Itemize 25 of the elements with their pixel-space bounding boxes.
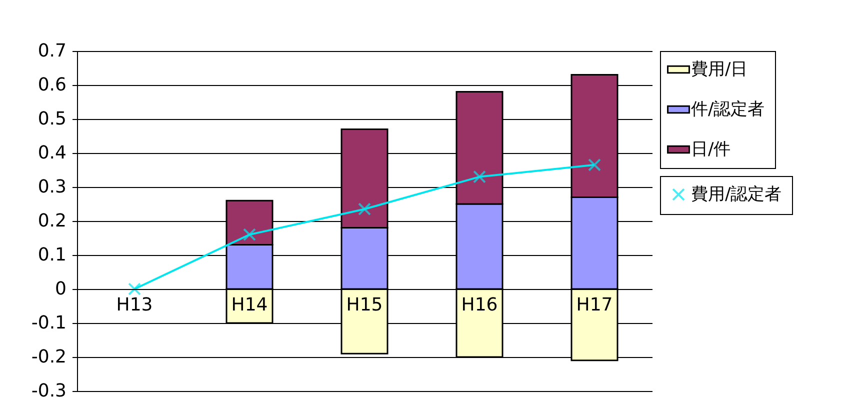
y-tick-label: 0.4 (38, 142, 66, 164)
x-tick-label: H14 (231, 294, 268, 316)
y-tick-label: 0.7 (38, 40, 66, 62)
x-tick-label: H16 (461, 294, 498, 316)
legend-label: 費用/日 (691, 60, 748, 80)
point (588, 158, 601, 172)
x-tick-label: H13 (116, 294, 153, 316)
y-tick-label: 0.3 (38, 176, 66, 198)
y-tick-label: -0.3 (31, 380, 66, 402)
point (358, 202, 371, 216)
y-tick-label: 0.5 (38, 108, 66, 130)
legend-label: 日/件 (691, 140, 731, 160)
y-tick-label: 0.1 (38, 244, 66, 266)
y-tick-label: -0.2 (31, 346, 66, 368)
y-tick-label: 0.6 (38, 74, 66, 96)
x-tick-label: H15 (346, 294, 383, 316)
y-tick-label: 0 (55, 278, 66, 300)
y-tick-label: 0.2 (38, 210, 66, 232)
legend-label: 件/認定者 (691, 100, 765, 120)
legend-label: 費用/認定者 (691, 184, 782, 204)
point (128, 282, 141, 296)
x-tick-label: H17 (576, 294, 613, 316)
point (243, 228, 256, 242)
y-tick-label: -0.1 (31, 312, 66, 334)
point (473, 170, 486, 184)
